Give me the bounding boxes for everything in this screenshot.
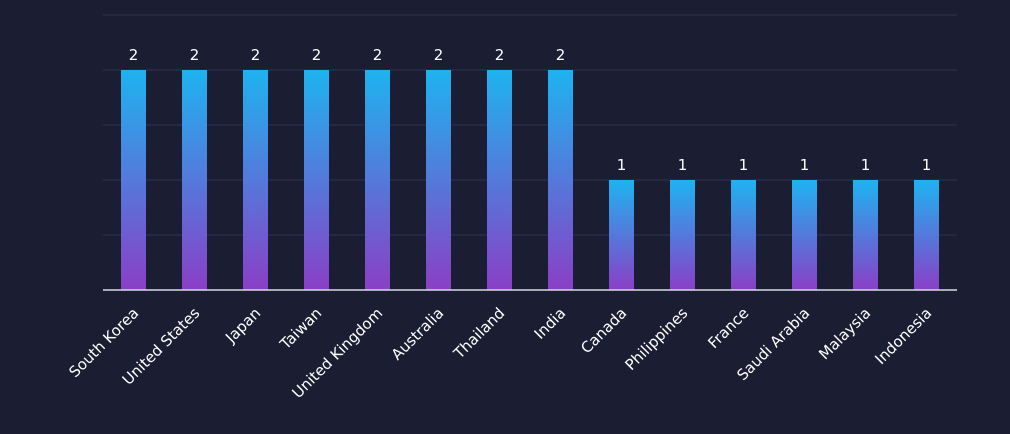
bar [609, 180, 634, 290]
x-tick-label: India [531, 304, 570, 343]
data-label: 2 [373, 46, 383, 64]
data-labels: 2 2 2 2 2 2 2 2 1 1 1 1 1 1 [129, 46, 932, 174]
data-label: 2 [190, 46, 200, 64]
bar [121, 70, 146, 290]
bars [121, 70, 939, 290]
data-label: 1 [739, 156, 749, 174]
data-label: 2 [434, 46, 444, 64]
data-label: 1 [678, 156, 688, 174]
data-label: 2 [129, 46, 139, 64]
bar [365, 70, 390, 290]
x-tick-label: Japan [221, 304, 264, 347]
bar [731, 180, 756, 290]
grid-lines [103, 14, 957, 236]
data-label: 2 [312, 46, 322, 64]
data-label: 1 [617, 156, 627, 174]
x-tick-label: France [704, 304, 752, 352]
data-label: 1 [861, 156, 871, 174]
x-tick-label: Thailand [449, 304, 508, 363]
x-tick-label: Malaysia [815, 304, 874, 363]
bar [487, 70, 512, 290]
data-label: 2 [251, 46, 261, 64]
bar [426, 70, 451, 290]
x-tick-label: Indonesia [871, 304, 935, 368]
bar [548, 70, 573, 290]
bar [670, 180, 695, 290]
data-label: 1 [922, 156, 932, 174]
bar [853, 180, 878, 290]
x-tick-label: Australia [388, 304, 448, 364]
data-label: 1 [800, 156, 810, 174]
bar [182, 70, 207, 290]
bar [304, 70, 329, 290]
data-label: 2 [495, 46, 505, 64]
x-tick-label: Philippines [621, 304, 691, 374]
bar [792, 180, 817, 290]
x-tick-label: Taiwan [276, 304, 326, 354]
x-tick-label: Canada [577, 304, 630, 357]
bar [243, 70, 268, 290]
bar [914, 180, 939, 290]
data-label: 2 [556, 46, 566, 64]
